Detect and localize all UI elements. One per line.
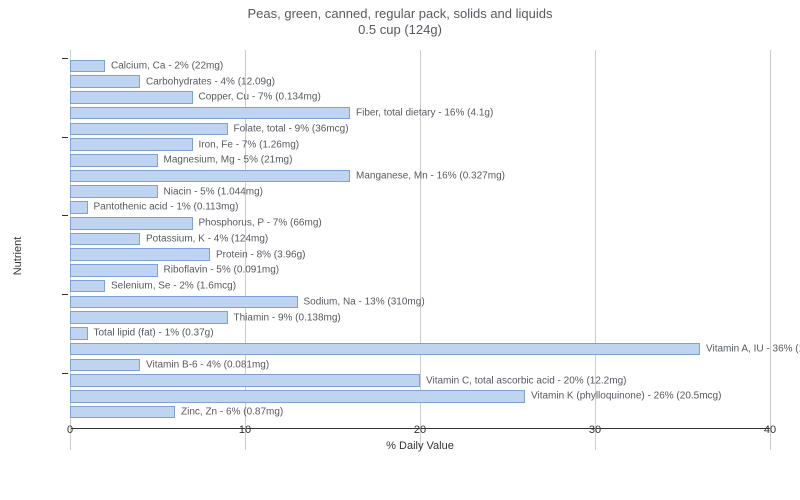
x-tick: 0 (67, 424, 73, 436)
bar-label: Riboflavin - 5% (0.091mg) (164, 265, 280, 276)
y-tick (62, 137, 68, 138)
bar (70, 138, 193, 151)
bar-row: Protein - 8% (3.96g) (70, 247, 770, 263)
bar-label: Niacin - 5% (1.044mg) (164, 186, 263, 197)
grid-line (770, 50, 771, 450)
bar-row: Niacin - 5% (1.044mg) (70, 184, 770, 200)
bar (70, 390, 525, 403)
bar (70, 217, 193, 230)
bar-label: Vitamin K (phylloquinone) - 26% (20.5mcg… (531, 391, 721, 402)
y-tick (62, 294, 68, 295)
nutrient-chart: Peas, green, canned, regular pack, solid… (0, 0, 800, 500)
bar-row: Iron, Fe - 7% (1.26mg) (70, 137, 770, 153)
bar-label: Vitamin C, total ascorbic acid - 20% (12… (426, 375, 626, 386)
bar-label: Carbohydrates - 4% (12.09g) (146, 76, 275, 87)
bar (70, 107, 350, 120)
bar-label: Phosphorus, P - 7% (66mg) (199, 218, 322, 229)
bar (70, 359, 140, 372)
bar (70, 280, 105, 293)
bar-row: Sodium, Na - 13% (310mg) (70, 294, 770, 310)
bar-label: Magnesium, Mg - 5% (21mg) (164, 155, 293, 166)
chart-title-line2: 0.5 cup (124g) (0, 22, 800, 38)
chart-title-line1: Peas, green, canned, regular pack, solid… (0, 6, 800, 22)
bars-group: Calcium, Ca - 2% (22mg) Carbohydrates - 4… (70, 58, 770, 420)
bar-row: Total lipid (fat) - 1% (0.37g) (70, 325, 770, 341)
bar-row: Manganese, Mn - 16% (0.327mg) (70, 168, 770, 184)
bar-label: Sodium, Na - 13% (310mg) (303, 296, 424, 307)
bar (70, 374, 420, 387)
bar-label: Iron, Fe - 7% (1.26mg) (199, 139, 300, 150)
bar-row: Potassium, K - 4% (124mg) (70, 231, 770, 247)
x-tick: 40 (764, 424, 776, 436)
x-axis: % Daily Value 010203040 (70, 420, 770, 450)
bar (70, 264, 158, 277)
bar-row: Vitamin A, IU - 36% (1791IU) (70, 341, 770, 357)
bar-label: Vitamin B-6 - 4% (0.081mg) (146, 359, 269, 370)
bar (70, 201, 88, 214)
bar (70, 296, 298, 309)
bar (70, 406, 175, 419)
x-axis-label: % Daily Value (386, 440, 454, 452)
bar (70, 170, 350, 183)
bar-label: Vitamin A, IU - 36% (1791IU) (706, 344, 800, 355)
bar (70, 248, 210, 261)
bar-label: Copper, Cu - 7% (0.134mg) (199, 92, 321, 103)
bar-row: Riboflavin - 5% (0.091mg) (70, 263, 770, 279)
y-tick (62, 58, 68, 59)
bar (70, 233, 140, 246)
bar-label: Protein - 8% (3.96g) (216, 249, 306, 260)
bar-row: Thiamin - 9% (0.138mg) (70, 310, 770, 326)
bar (70, 75, 140, 88)
bar (70, 327, 88, 340)
bar-label: Fiber, total dietary - 16% (4.1g) (356, 108, 493, 119)
plot-area: Calcium, Ca - 2% (22mg) Carbohydrates - 4… (70, 50, 770, 450)
bar-row: Phosphorus, P - 7% (66mg) (70, 215, 770, 231)
bar-label: Thiamin - 9% (0.138mg) (234, 312, 341, 323)
bar (70, 123, 228, 136)
bar-row: Calcium, Ca - 2% (22mg) (70, 58, 770, 74)
bar-row: Fiber, total dietary - 16% (4.1g) (70, 105, 770, 121)
bar-row: Selenium, Se - 2% (1.6mcg) (70, 278, 770, 294)
bar-row: Magnesium, Mg - 5% (21mg) (70, 152, 770, 168)
bar-row: Vitamin K (phylloquinone) - 26% (20.5mcg… (70, 388, 770, 404)
bar-row: Zinc, Zn - 6% (0.87mg) (70, 404, 770, 420)
bar-row: Carbohydrates - 4% (12.09g) (70, 74, 770, 90)
bar (70, 60, 105, 73)
bar (70, 185, 158, 198)
bar-label: Zinc, Zn - 6% (0.87mg) (181, 407, 283, 418)
bar-label: Selenium, Se - 2% (1.6mcg) (111, 281, 236, 292)
bar-label: Pantothenic acid - 1% (0.113mg) (94, 202, 239, 213)
bar-row: Copper, Cu - 7% (0.134mg) (70, 89, 770, 105)
bar-label: Folate, total - 9% (36mcg) (234, 123, 349, 134)
bar-row: Vitamin B-6 - 4% (0.081mg) (70, 357, 770, 373)
bar-row: Folate, total - 9% (36mcg) (70, 121, 770, 137)
bar-label: Calcium, Ca - 2% (22mg) (111, 60, 223, 71)
bar-row: Pantothenic acid - 1% (0.113mg) (70, 200, 770, 216)
y-tick (62, 215, 68, 216)
bar (70, 91, 193, 104)
bar (70, 343, 700, 356)
x-tick: 30 (589, 424, 601, 436)
bar (70, 311, 228, 324)
bar-label: Total lipid (fat) - 1% (0.37g) (94, 328, 214, 339)
bar-label: Manganese, Mn - 16% (0.327mg) (356, 171, 505, 182)
bar-label: Potassium, K - 4% (124mg) (146, 233, 268, 244)
bar (70, 154, 158, 167)
y-tick (62, 373, 68, 374)
x-tick: 20 (414, 424, 426, 436)
bar-row: Vitamin C, total ascorbic acid - 20% (12… (70, 373, 770, 389)
x-tick: 10 (239, 424, 251, 436)
chart-title: Peas, green, canned, regular pack, solid… (0, 0, 800, 37)
y-axis-label: Nutrient (12, 237, 24, 276)
